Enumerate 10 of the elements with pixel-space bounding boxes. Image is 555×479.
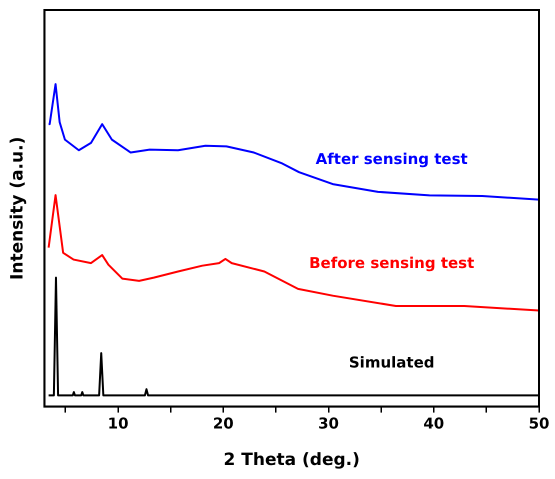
x-tick-label: 50 <box>528 414 550 432</box>
x-tick-label: 10 <box>108 414 128 432</box>
x-axis-title: 2 Theta (deg.) <box>224 450 360 470</box>
series-label: After sensing test <box>316 150 468 168</box>
x-tick-label: 40 <box>423 414 444 432</box>
y-axis-title: Intensity (a.u.) <box>8 136 28 280</box>
series-label: Before sensing test <box>309 254 474 272</box>
x-tick-label: 20 <box>212 414 234 432</box>
x-tick-label: 30 <box>318 414 339 432</box>
series-label: Simulated <box>348 354 434 372</box>
